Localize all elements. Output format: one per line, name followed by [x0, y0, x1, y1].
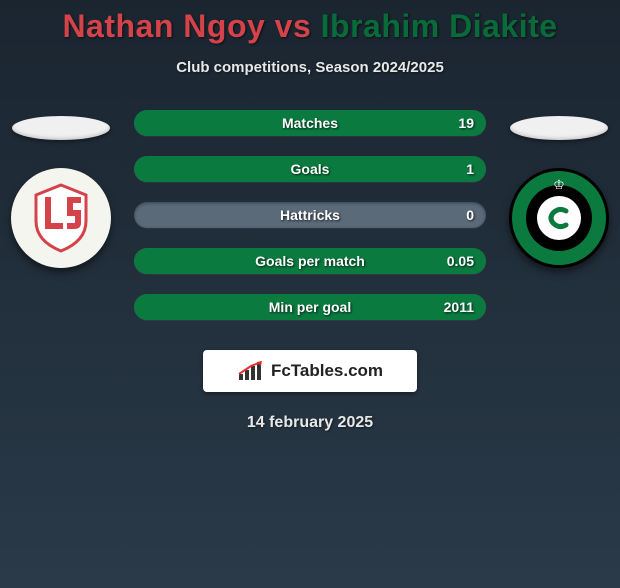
subtitle: Club competitions, Season 2024/2025	[0, 59, 620, 76]
stat-row: Min per goal 2011	[134, 294, 486, 320]
crown-icon: ♔	[553, 177, 565, 193]
cercle-c-icon	[546, 205, 572, 231]
stat-label: Min per goal	[269, 299, 351, 315]
stat-row: Goals per match 0.05	[134, 248, 486, 274]
player2-name: Ibrahim Diakite	[321, 8, 558, 44]
vs-text: vs	[275, 8, 312, 44]
stat-row: Hattricks 0	[134, 202, 486, 228]
player1-nat-flag	[12, 116, 110, 140]
fctables-logo-icon	[237, 360, 265, 382]
stat-value-right: 0	[466, 207, 474, 223]
standard-liege-crest-icon	[26, 183, 96, 253]
main-row: Matches 19 Goals 1 Hattricks 0 Goals per match…	[0, 116, 620, 320]
stat-value-right: 1	[466, 161, 474, 177]
player1-name: Nathan Ngoy	[62, 8, 265, 44]
player2-nat-flag	[510, 116, 608, 140]
stat-label: Matches	[282, 115, 338, 131]
player2-badge-col: ♔	[504, 116, 614, 268]
branding-badge[interactable]: FcTables.com	[203, 350, 417, 392]
cercle-ring-inner	[537, 196, 581, 240]
stat-value-right: 19	[458, 115, 474, 131]
stat-label: Goals	[291, 161, 330, 177]
branding-text: FcTables.com	[271, 361, 383, 381]
stat-value-right: 0.05	[447, 253, 474, 269]
stat-row: Goals 1	[134, 156, 486, 182]
stat-row: Matches 19	[134, 110, 486, 136]
cercle-ring-outer	[526, 185, 592, 251]
comparison-title: Nathan Ngoy vs Ibrahim Diakite	[0, 8, 620, 45]
date-text: 14 february 2025	[0, 414, 620, 432]
player1-badge-col	[6, 116, 116, 268]
stats-column: Matches 19 Goals 1 Hattricks 0 Goals per match…	[116, 110, 504, 320]
player1-club-badge	[11, 168, 111, 268]
stat-label: Hattricks	[280, 207, 340, 223]
stat-label: Goals per match	[255, 253, 365, 269]
player2-club-badge: ♔	[509, 168, 609, 268]
stat-value-right: 2011	[444, 299, 474, 315]
